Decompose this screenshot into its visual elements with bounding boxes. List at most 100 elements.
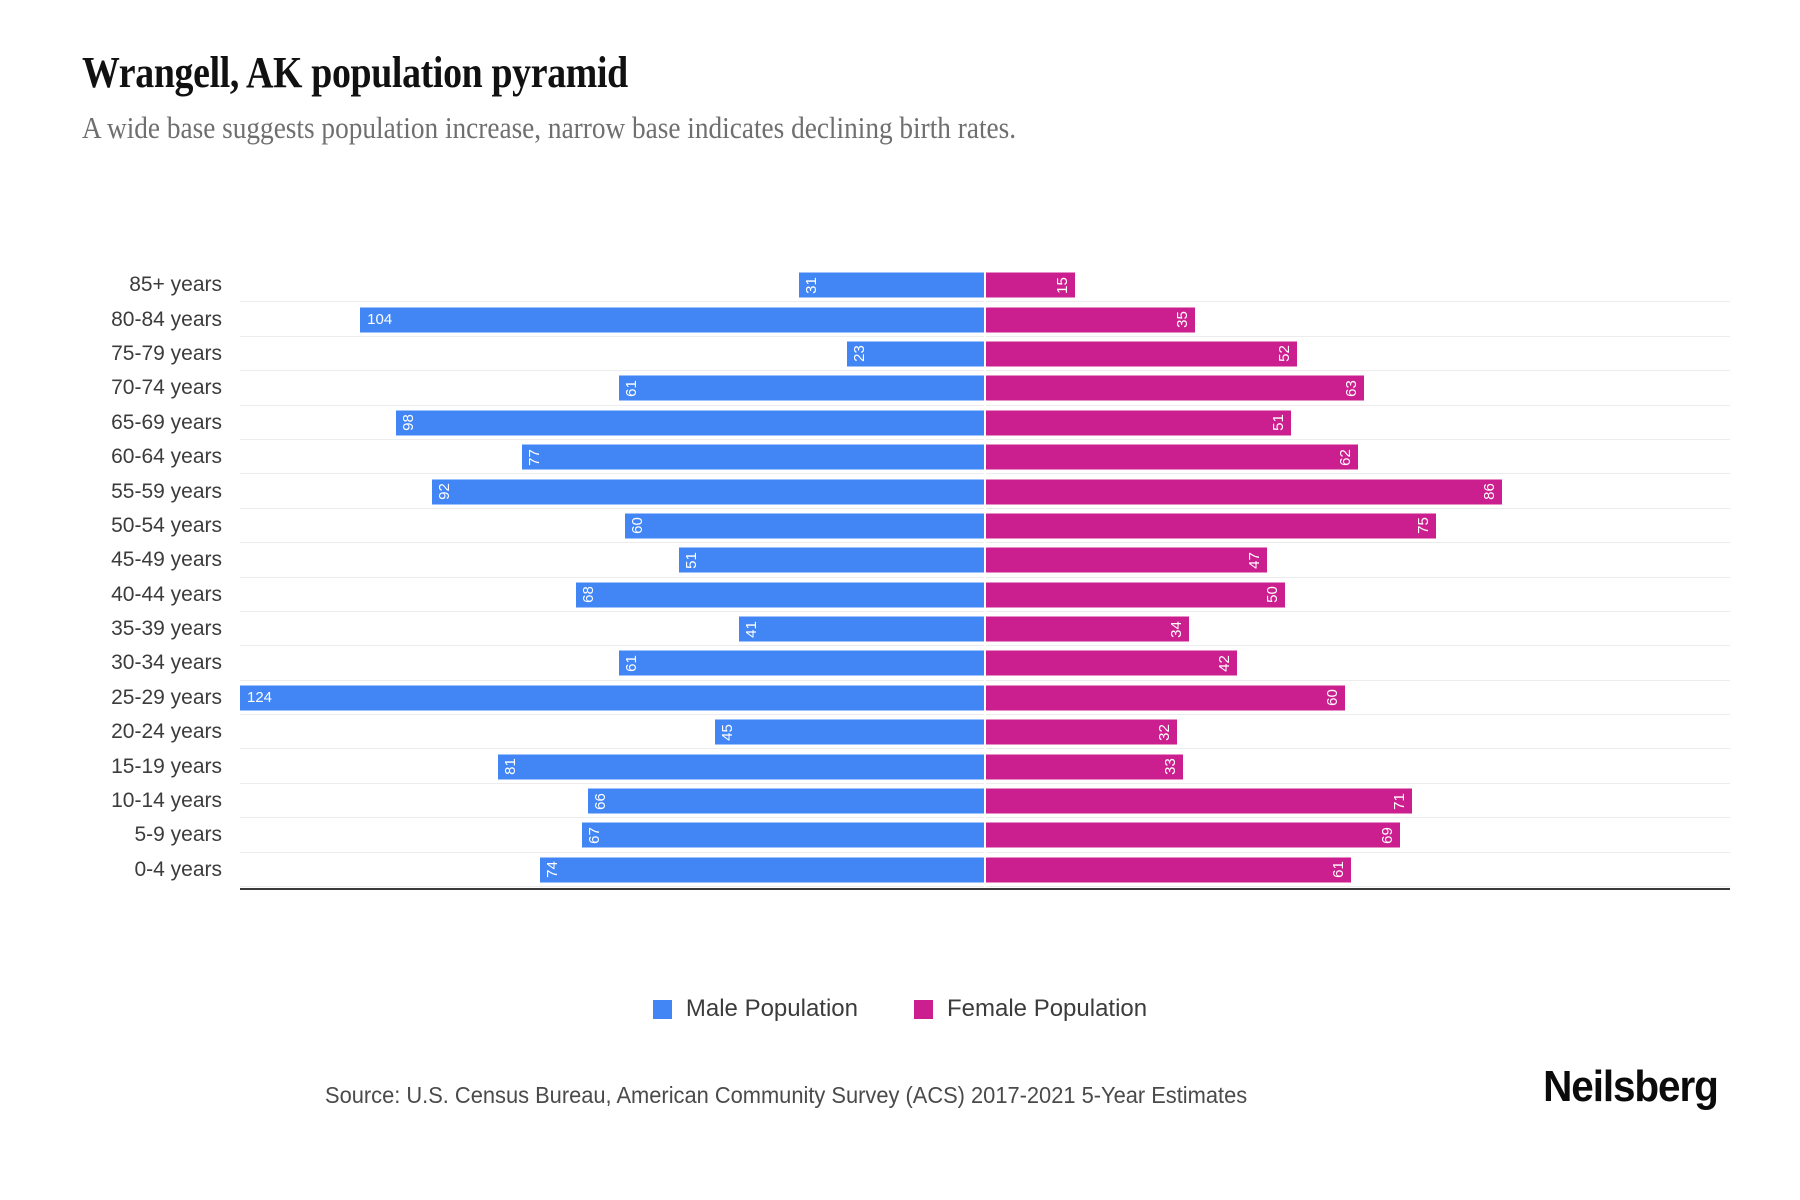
female-bar[interactable]: 71 [985, 788, 1412, 814]
male-bar-value-label: 45 [718, 723, 736, 741]
male-bar[interactable]: 66 [588, 788, 985, 814]
female-bar[interactable]: 61 [985, 857, 1352, 883]
female-bar-value-label: 34 [1168, 620, 1186, 638]
chart-header: Wrangell, AK population pyramid A wide b… [82, 48, 1722, 146]
female-bar-value-label: 69 [1378, 827, 1396, 844]
center-axis-divider [984, 268, 986, 888]
legend-item-male[interactable]: Male Population [652, 995, 858, 1023]
legend-label: Male Population [685, 995, 858, 1022]
female-bar[interactable]: 47 [985, 547, 1268, 573]
male-bar[interactable]: 31 [798, 272, 985, 298]
male-bar[interactable]: 60 [624, 513, 985, 539]
male-bar[interactable]: 23 [846, 341, 985, 367]
y-axis-tick-label: 15-19 years [111, 754, 222, 778]
male-bar[interactable]: 77 [522, 444, 985, 470]
y-axis-tick-label: 55-59 years [111, 479, 222, 503]
chart-plot-area: 85+ years 31 15 80-84 years 104 35 75-79 years… [0, 268, 1800, 908]
y-axis-tick-label: 85+ years [129, 273, 222, 297]
bar-group: 45 32 [240, 719, 1730, 745]
female-bar[interactable]: 52 [985, 341, 1298, 367]
female-bar-value-label: 32 [1156, 723, 1174, 741]
female-bar-value-label: 50 [1264, 586, 1282, 604]
brand-logo: Neilsberg [1543, 1062, 1719, 1111]
y-axis-tick-label: 0-4 years [134, 857, 222, 881]
female-bar[interactable]: 62 [985, 444, 1358, 470]
male-bar[interactable]: 45 [714, 719, 985, 745]
y-axis-tick-label: 40-44 years [111, 582, 222, 606]
legend-swatch-icon [652, 999, 672, 1019]
y-axis-tick-label: 5-9 years [134, 823, 222, 847]
bar-group: 98 51 [240, 410, 1730, 436]
female-bar[interactable]: 35 [985, 307, 1196, 333]
male-bar[interactable]: 61 [618, 650, 985, 676]
male-bar-value-label: 61 [622, 655, 640, 672]
bar-group: 61 63 [240, 375, 1730, 401]
male-bar[interactable]: 41 [738, 616, 985, 642]
male-bar-value-label: 41 [742, 620, 760, 638]
male-bar[interactable]: 81 [498, 754, 985, 780]
female-bar[interactable]: 33 [985, 754, 1184, 780]
bar-group: 51 47 [240, 547, 1730, 573]
pyramid-rows: 85+ years 31 15 80-84 years 104 35 75-79 years… [111, 268, 1730, 888]
male-bar[interactable]: 51 [678, 547, 985, 573]
female-bar-value-label: 63 [1342, 380, 1360, 397]
chart-legend: Male Population Female Population [0, 995, 1800, 1023]
male-bar[interactable]: 67 [582, 822, 985, 848]
pyramid-row: 50-54 years 60 75 [111, 509, 1730, 544]
male-bar-value-label: 51 [682, 551, 700, 569]
bar-group: 124 60 [240, 685, 1730, 711]
female-bar-value-label: 61 [1330, 861, 1348, 879]
male-bar[interactable]: 104 [360, 307, 985, 333]
female-bar[interactable]: 34 [985, 616, 1190, 642]
female-bar-value-label: 15 [1054, 276, 1072, 294]
female-bar-value-label: 75 [1414, 517, 1432, 535]
chart-subtitle: A wide base suggests population increase… [82, 110, 1017, 146]
female-bar-value-label: 52 [1276, 345, 1294, 363]
male-bar[interactable]: 98 [396, 410, 985, 436]
male-bar-value-label: 124 [247, 689, 273, 707]
female-bar[interactable]: 75 [985, 513, 1436, 539]
female-bar[interactable]: 42 [985, 650, 1238, 676]
female-bar[interactable]: 15 [985, 272, 1076, 298]
legend-label: Female Population [947, 995, 1148, 1022]
female-bar-value-label: 60 [1324, 689, 1342, 707]
female-bar-value-label: 33 [1162, 758, 1180, 775]
female-bar-value-label: 62 [1336, 448, 1354, 466]
male-bar[interactable]: 68 [576, 582, 985, 608]
female-bar[interactable]: 63 [985, 375, 1364, 401]
male-bar-value-label: 61 [622, 380, 640, 397]
male-bar-value-label: 104 [367, 311, 393, 329]
female-bar-value-label: 47 [1246, 551, 1264, 569]
pyramid-row: 0-4 years 74 61 [134, 853, 1730, 888]
y-axis-tick-label: 30-34 years [111, 651, 222, 675]
female-bar-value-label: 71 [1390, 792, 1408, 810]
female-bar[interactable]: 60 [985, 685, 1346, 711]
bar-group: 74 61 [240, 857, 1730, 883]
male-bar-value-label: 81 [502, 758, 520, 775]
female-bar[interactable]: 50 [985, 582, 1286, 608]
female-bar[interactable]: 69 [985, 822, 1400, 848]
female-bar-value-label: 51 [1270, 414, 1288, 432]
pyramid-row: 60-64 years 77 62 [111, 440, 1730, 475]
pyramid-row: 55-59 years 92 86 [111, 474, 1730, 509]
female-bar[interactable]: 51 [985, 410, 1292, 436]
male-bar-value-label: 92 [436, 483, 454, 500]
legend-item-female[interactable]: Female Population [914, 995, 1147, 1023]
male-bar[interactable]: 124 [240, 685, 985, 711]
male-bar[interactable]: 61 [618, 375, 985, 401]
male-bar-value-label: 67 [586, 827, 604, 844]
male-bar-value-label: 31 [802, 276, 820, 294]
male-bar[interactable]: 74 [540, 857, 985, 883]
female-bar-value-label: 86 [1480, 483, 1498, 500]
male-bar-value-label: 66 [592, 792, 610, 810]
bar-group: 66 71 [240, 788, 1730, 814]
bar-group: 92 86 [240, 479, 1730, 505]
female-bar[interactable]: 32 [985, 719, 1178, 745]
male-bar[interactable]: 92 [432, 479, 985, 505]
bar-group: 77 62 [240, 444, 1730, 470]
female-bar[interactable]: 86 [985, 479, 1502, 505]
female-bar-value-label: 42 [1216, 655, 1234, 672]
y-axis-tick-label: 50-54 years [111, 513, 222, 537]
bar-group: 60 75 [240, 513, 1730, 539]
bar-group: 68 50 [240, 582, 1730, 608]
